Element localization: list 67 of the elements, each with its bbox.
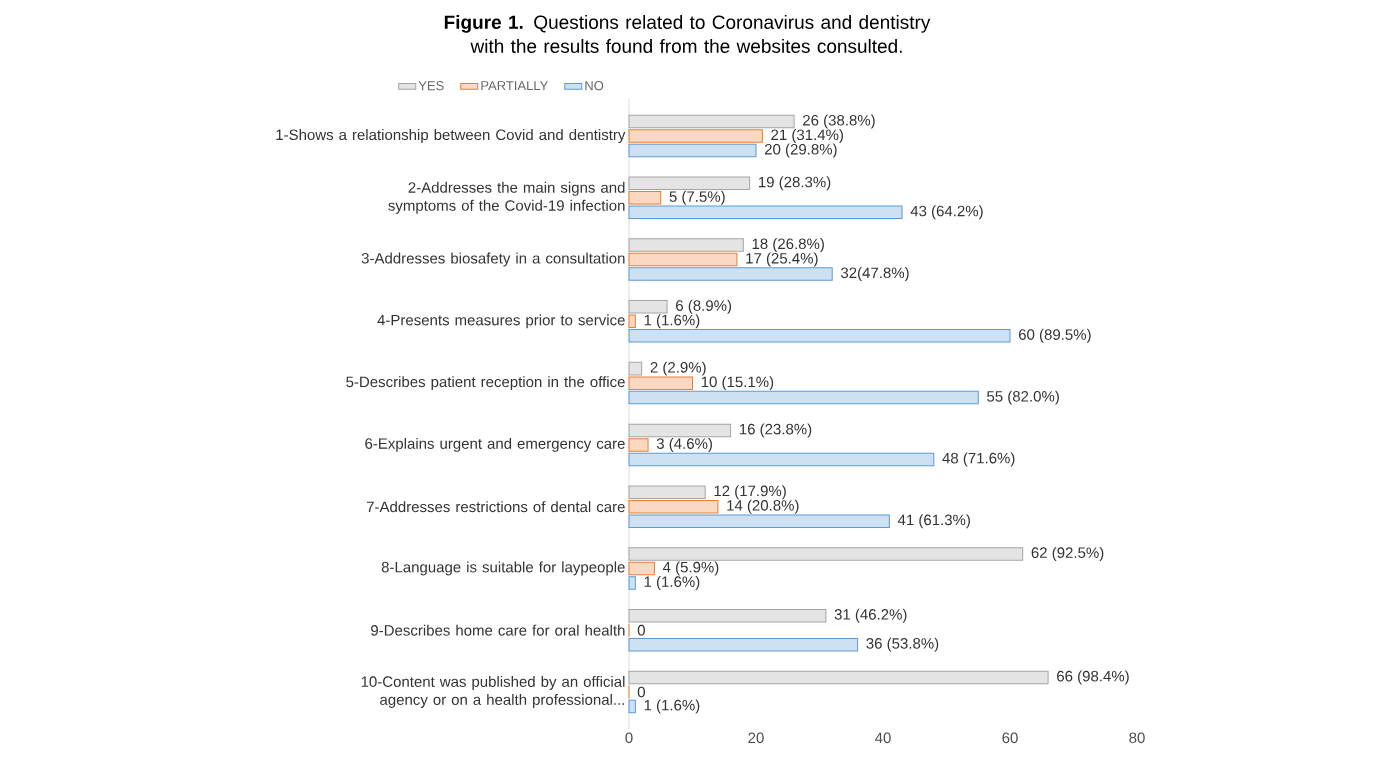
bar: [628, 143, 757, 158]
y-tick-label: 5-Describes patient reception in the office: [346, 376, 625, 391]
y-tick-label: 6-Explains urgent and emergency care: [365, 437, 625, 452]
bar: [628, 499, 719, 514]
bar: [628, 438, 649, 452]
x-tick-label: 40: [875, 732, 891, 744]
data-label: 14 (20.8%): [727, 499, 799, 514]
bar: [628, 637, 859, 652]
chart-title: Figure 1. Questions related to Coronavirus and dentistry with the results found from the websites consulted.: [444, 15, 931, 53]
y-tick-label: 3-Addresses biosafety in a consultation: [361, 252, 625, 267]
data-label: 48 (71.6%): [942, 452, 1015, 467]
data-label: 1 (1.6%): [644, 575, 700, 590]
x-tick-label: 60: [1002, 732, 1018, 744]
data-label: 6 (8.9%): [676, 299, 732, 314]
data-label: 4 (5.9%): [662, 561, 719, 576]
data-label: 19 (28.3%): [759, 176, 831, 191]
legend-label: YES: [418, 81, 444, 91]
bar: [628, 576, 636, 590]
data-label: 21 (31.4%): [771, 129, 843, 144]
y-tick-label: 10-Content was published by an official agency or on a health professional...: [361, 675, 625, 708]
data-label: 66 (98.4%): [1057, 670, 1129, 685]
bar: [628, 376, 693, 390]
y-tick-label: 2-Addresses the main signs and symptoms of the Covid-19 infection: [388, 181, 625, 214]
data-label: 17 (25.4%): [746, 252, 818, 267]
x-tick-label: 0: [625, 732, 633, 744]
legend-label: PARTIALLY: [481, 81, 548, 91]
data-label: 36 (53.8%): [866, 637, 939, 652]
data-label: 60 (89.5%): [1018, 328, 1091, 343]
x-tick-label: 20: [748, 732, 764, 744]
data-label: 31 (46.2%): [834, 608, 907, 623]
y-tick-label: 1-Shows a relationship between Covid and dentistry: [276, 129, 626, 144]
bar: [628, 699, 636, 714]
data-label: 1 (1.6%): [644, 314, 700, 329]
y-tick-label: 4-Presents measures prior to service: [377, 314, 625, 329]
bar: [628, 390, 979, 405]
data-label: 5 (7.5%): [669, 190, 725, 205]
data-label: 43 (64.2%): [910, 205, 983, 220]
data-label: 3 (4.6%): [656, 437, 712, 452]
data-label: 16 (23.8%): [739, 423, 812, 438]
data-label: 10 (15.1%): [701, 376, 774, 391]
x-tick-label: 80: [1129, 732, 1145, 744]
data-label: 20 (29.8%): [764, 143, 837, 158]
data-label: 26 (38.8%): [803, 114, 875, 129]
data-label: 0: [637, 686, 645, 698]
data-label: 1 (1.6%): [644, 699, 700, 714]
data-label: 55 (82.0%): [987, 390, 1059, 405]
bar: [628, 452, 935, 467]
data-label: 2 (2.9%): [650, 361, 706, 376]
bar: [628, 267, 833, 281]
bar: [628, 205, 903, 220]
bar: [628, 314, 636, 329]
y-tick-label: 8-Language is suitable for laypeople: [381, 561, 625, 576]
data-label: 41 (61.3%): [897, 514, 970, 529]
data-label: 62 (92.5%): [1031, 546, 1104, 561]
bar: [628, 252, 738, 267]
bar: [628, 514, 890, 528]
data-label: 0: [637, 624, 645, 636]
data-label: 18 (26.8%): [752, 238, 824, 253]
bar: [628, 129, 763, 143]
y-tick-label: 9-Describes home care for oral health: [371, 624, 625, 636]
y-tick-label: 7-Addresses restrictions of dental care: [366, 501, 625, 513]
bar: [628, 561, 655, 576]
legend-label: NO: [585, 81, 604, 91]
bar: [628, 329, 1011, 343]
data-label: 32(47.8%): [840, 267, 909, 282]
bar: [628, 191, 662, 205]
data-label: 12 (17.9%): [714, 485, 786, 500]
